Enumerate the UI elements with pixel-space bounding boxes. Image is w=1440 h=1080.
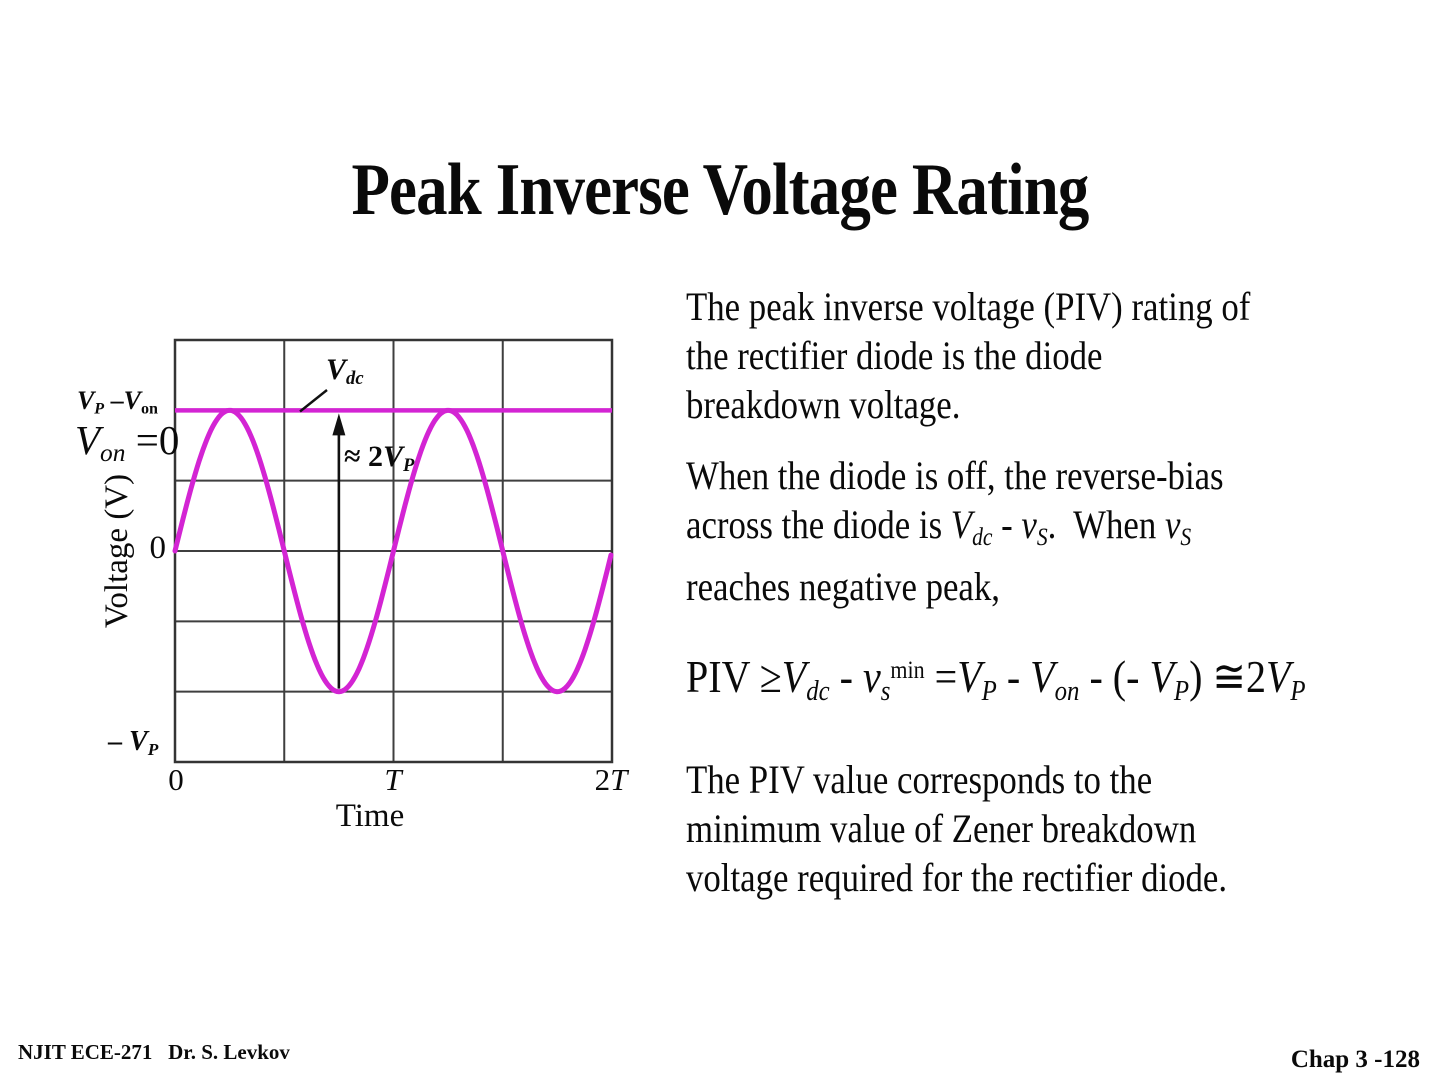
text-token: V <box>76 386 95 415</box>
text-token: V <box>781 650 807 702</box>
text-line: breakdown voltage. <box>686 380 1250 429</box>
label-negative-vp: – VP <box>108 727 158 759</box>
text-token: V <box>1149 650 1174 702</box>
text-line: reaches negative peak, <box>686 562 1224 611</box>
text-token: V <box>1030 650 1055 702</box>
text-token: V <box>326 353 347 386</box>
text-token: the rectifier diode is the diode <box>686 333 1103 378</box>
text-token: minimum value of Zener breakdown <box>686 806 1197 851</box>
text-token: . When <box>1047 502 1165 547</box>
paragraph-reverse-bias: When the diode is off, the reverse-bias a… <box>686 451 1224 611</box>
text-token: across the diode is <box>686 502 951 547</box>
text-token: V <box>950 502 973 547</box>
text-token: min <box>890 656 925 684</box>
text-token: PIV <box>686 650 760 702</box>
label-vdc: Vdc <box>326 354 364 389</box>
text-token: V <box>382 440 403 473</box>
text-token: ≅ <box>1212 650 1246 702</box>
label-vp-minus-von: VP –Von <box>40 387 158 418</box>
text-token: T <box>610 762 628 797</box>
text-token: V <box>1265 650 1291 702</box>
piv-formula: PIV ≥Vdc - vsmin =VP - Von - (- VP) ≅2VP <box>686 642 1306 720</box>
x-tick-T: T <box>373 762 413 797</box>
paragraph-piv-definition: The peak inverse voltage (PIV) rating of… <box>686 282 1250 429</box>
label-approx-2vp: ≈ 2VP <box>344 441 414 476</box>
text-token: 2 <box>1245 650 1266 702</box>
x-tick-2T: 2T <box>585 762 637 797</box>
text-token: breakdown voltage. <box>686 382 961 427</box>
x-axis-title: Time <box>335 798 405 834</box>
text-token: reaches negative peak, <box>686 563 1000 609</box>
text-token: v <box>862 650 881 702</box>
text-token: ≈ 2 <box>344 440 383 473</box>
text-line: The peak inverse voltage (PIV) rating of <box>686 282 1250 331</box>
slide-title: Peak Inverse Voltage Rating <box>351 148 1089 231</box>
text-token: dc <box>346 368 364 390</box>
text-token: on <box>140 400 158 418</box>
text-token: - (- <box>1079 650 1150 702</box>
text-token: 0 <box>168 762 184 797</box>
sine-wave <box>172 407 614 695</box>
text-column: The peak inverse voltage (PIV) rating of… <box>686 282 1382 962</box>
text-token: =0 <box>125 417 180 463</box>
text-token: dc <box>806 675 830 707</box>
text-token: P <box>147 739 159 759</box>
text-token: s <box>880 675 891 707</box>
text-line: across the diode is Vdc - vS. When vS <box>686 500 1224 562</box>
text-token: The PIV value corresponds to the <box>686 757 1153 802</box>
text-token: - <box>829 650 863 702</box>
footer-page-number: Chap 3 -128 <box>1290 1046 1420 1073</box>
text-token: v <box>1164 502 1181 547</box>
text-token: 2 <box>594 762 611 797</box>
text-token: voltage required for the rectifier diode… <box>686 855 1228 900</box>
text-token: – <box>104 386 124 415</box>
text-token: P <box>1290 675 1306 707</box>
text-token: P <box>1173 675 1190 707</box>
text-token: V <box>957 650 982 702</box>
text-line: minimum value of Zener breakdown <box>686 804 1227 853</box>
text-token: P <box>94 400 105 418</box>
y-axis-zero-tick: 0 <box>149 530 167 566</box>
text-line: When the diode is off, the reverse-bias <box>686 451 1224 500</box>
text-token: on <box>1054 675 1080 707</box>
vdc-label-pointer <box>299 389 328 413</box>
x-tick-0: 0 <box>156 762 196 797</box>
text-line: voltage required for the rectifier diode… <box>686 853 1227 902</box>
label-von-equals-zero: Von =0 <box>75 417 180 468</box>
text-token: dc <box>972 523 993 551</box>
text-token: - <box>996 650 1031 702</box>
text-token: ) <box>1189 650 1213 702</box>
text-token: V <box>123 386 141 415</box>
text-token: S <box>1036 523 1048 551</box>
footer-course-label: NJIT ECE-271 Dr. S. Levkov <box>18 1040 290 1064</box>
text-token: ≥ <box>759 650 782 702</box>
text-line: The PIV value corresponds to the <box>686 755 1227 804</box>
text-token: T <box>384 762 402 797</box>
text-token: V <box>75 417 101 463</box>
text-line: the rectifier diode is the diode <box>686 331 1250 380</box>
paragraph-zener-note: The PIV value corresponds to the minimum … <box>686 755 1227 902</box>
text-token: v <box>1021 502 1037 547</box>
y-axis-title: Voltage (V) <box>99 473 135 629</box>
text-token: P <box>402 455 415 477</box>
text-token: V <box>129 726 148 757</box>
text-token: When the diode is off, the reverse-bias <box>686 453 1224 498</box>
text-token: The peak inverse voltage (PIV) rating of <box>686 284 1251 329</box>
two-vp-arrowhead <box>332 413 346 436</box>
text-token: - <box>992 502 1022 547</box>
text-token: – <box>108 726 129 757</box>
text-token: = <box>924 650 958 702</box>
text-token: S <box>1180 523 1192 551</box>
text-token: on <box>100 439 126 468</box>
text-token: P <box>981 675 997 707</box>
